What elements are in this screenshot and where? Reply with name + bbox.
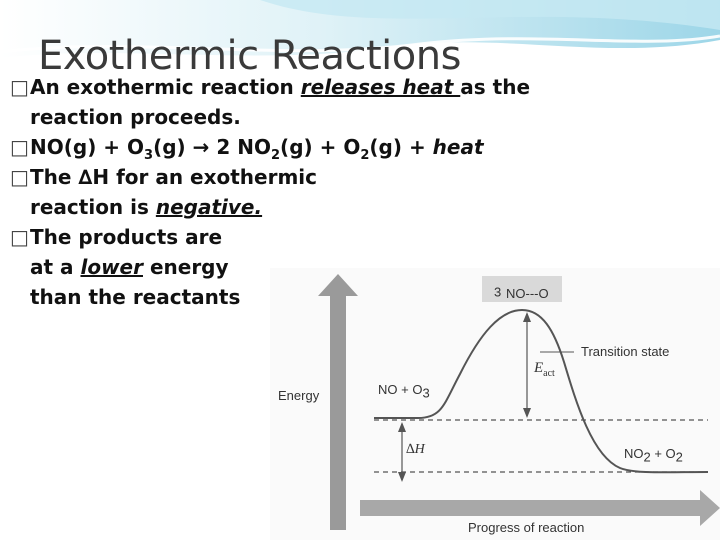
energy-diagram: NO---O 3 Transition state Energy NO + O3 … <box>270 268 720 540</box>
bullet-icon: □ <box>10 135 29 159</box>
slide-body: □ An exothermic reaction releases heat a… <box>10 72 530 312</box>
energy-diagram-graphic <box>318 274 720 530</box>
transition-state-label: Transition state <box>581 344 670 359</box>
energy-axis-arrow <box>318 274 358 530</box>
activated-complex-label: NO---O 3 <box>482 276 562 302</box>
progress-axis-label: Progress of reaction <box>468 520 585 535</box>
bullet-delta-h-negative: □ The ∆H for an exothermic reaction is n… <box>10 162 530 222</box>
bullet-icon: □ <box>10 75 29 99</box>
energy-curve <box>374 308 709 474</box>
delta-h-label: ∆H <box>406 442 425 457</box>
bullet-reaction-equation: □ NO(g) + O3(g) → 2 NO2(g) + O2(g) + hea… <box>10 132 530 162</box>
slide-title: Exothermic Reactions <box>38 33 461 79</box>
progress-axis-arrow <box>360 490 720 526</box>
bullet-icon: □ <box>10 225 29 249</box>
products-label: NO2 + O2 <box>624 446 683 465</box>
bullet-products-lower-energy: □ The products are at a lower energy tha… <box>10 222 530 312</box>
reactants-label: NO + O3 <box>378 382 430 401</box>
title-banner <box>0 0 720 62</box>
activation-energy-label: Eact <box>534 360 555 379</box>
energy-axis-label: Energy <box>278 388 320 403</box>
bullet-exothermic-definition: □ An exothermic reaction releases heat a… <box>10 72 530 132</box>
reaction-arrow-icon: → <box>192 135 210 159</box>
bullet-icon: □ <box>10 165 29 189</box>
